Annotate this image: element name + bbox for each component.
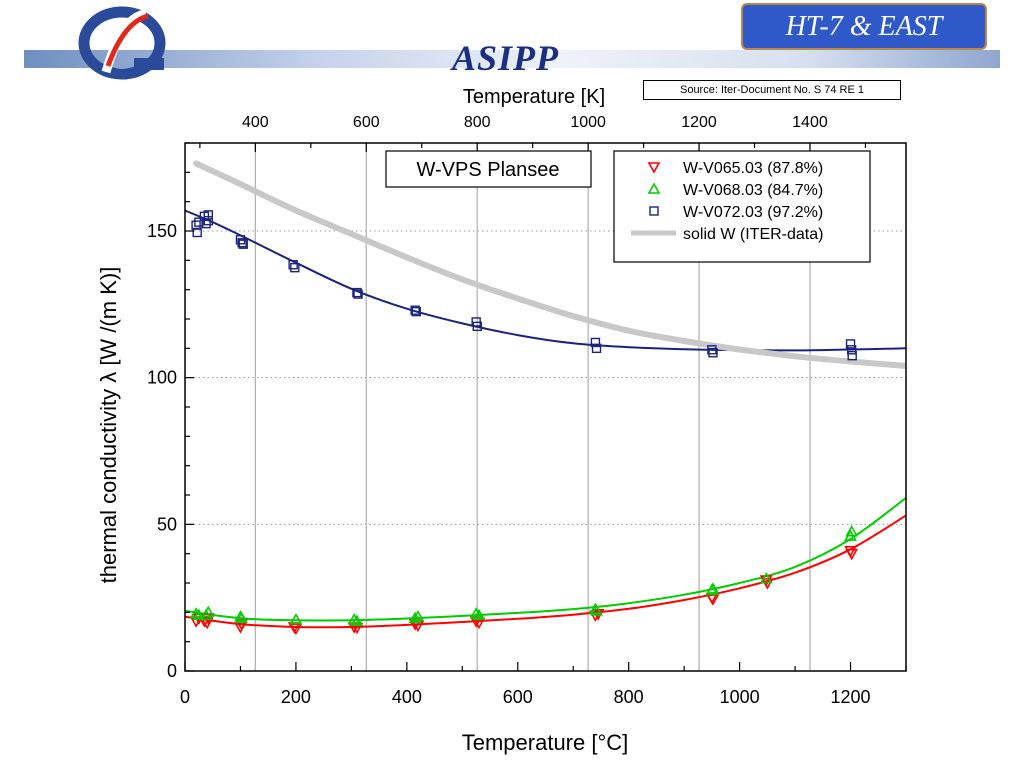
- org-title: ASIPP: [452, 38, 560, 78]
- data-point-1: [472, 608, 486, 621]
- x-axis-label: Temperature [°C]: [462, 730, 629, 755]
- source-note: Source: Iter-Document No. S 74 RE 1: [643, 80, 901, 100]
- data-point-2: [410, 305, 420, 315]
- legend-items: W-V065.03 (87.8%) W-V068.03 (84.7%) W-V072…: [631, 160, 823, 243]
- x-tick-label: 800: [614, 687, 644, 707]
- data-point-2: [194, 217, 204, 227]
- y-tick-label: 50: [157, 514, 177, 534]
- data-point-1: [347, 613, 361, 625]
- data-point-0: [706, 594, 720, 606]
- legend-label-1: W-V068.03 (84.7%): [683, 182, 823, 199]
- data-point-2: [203, 210, 213, 220]
- data-point-1: [706, 582, 720, 594]
- data-point-2: [352, 287, 362, 298]
- data-point-2: [201, 218, 211, 229]
- data-point-2: [192, 227, 202, 238]
- chart-axes: 0 200 400 600 800 1000 1200 0 50 100 150 400 600 800 1…: [147, 114, 907, 707]
- inset-label: W-VPS Plansee: [416, 159, 559, 181]
- x2-tick-label: 600: [353, 114, 380, 131]
- data-point-2: [590, 337, 601, 348]
- legend-label-2: W-V072.03 (97.2%): [683, 204, 823, 221]
- x2-tick-label: 400: [242, 114, 269, 131]
- data-point-2: [845, 339, 856, 349]
- x-tick-label: 200: [281, 687, 311, 707]
- x2-tick-label: 1000: [570, 114, 606, 131]
- data-point-0: [589, 610, 602, 622]
- data-point-1: [201, 605, 215, 618]
- asipp-logo-icon: [72, 6, 174, 80]
- data-point-2: [847, 350, 857, 361]
- header-gradient-bar: [24, 50, 1000, 68]
- x-tick-label: 0: [180, 687, 190, 707]
- x-tick-label: 600: [503, 687, 533, 707]
- data-point-2: [288, 260, 298, 270]
- data-point-2: [846, 345, 857, 355]
- legend-swatch-2: [649, 206, 659, 216]
- data-point-1: [192, 608, 206, 621]
- legend-swatch-0: [647, 162, 661, 174]
- data-point-2: [708, 348, 718, 358]
- y-axis-label: thermal conductivity λ [W /(m K)]: [96, 267, 121, 584]
- data-point-2: [411, 306, 421, 317]
- data-point-1: [411, 610, 425, 622]
- inset-label-box: [385, 150, 592, 188]
- data-point-1: [289, 613, 303, 625]
- y-tick-label: 0: [167, 661, 177, 681]
- data-point-0: [760, 578, 774, 590]
- data-point-1: [845, 525, 859, 537]
- data-point-2: [203, 216, 213, 226]
- data-point-1: [759, 571, 773, 584]
- data-point-1: [469, 607, 483, 619]
- legend-swatch-1: [647, 182, 661, 194]
- legend-label-0: W-V065.03 (87.8%): [683, 160, 823, 177]
- data-point-2: [707, 345, 717, 355]
- data-point-1: [189, 607, 203, 619]
- y-tick-label: 150: [147, 221, 177, 241]
- x-tick-label: 400: [392, 687, 422, 707]
- x2-axis-label: Temperature [K]: [463, 86, 605, 108]
- chart-markers: [189, 210, 859, 636]
- data-point-1: [408, 611, 422, 624]
- data-point-2: [353, 289, 363, 299]
- project-badge: HT-7 & EAST: [741, 3, 987, 50]
- chart-curves: [185, 160, 906, 629]
- x-tick-label: 1000: [720, 687, 760, 707]
- x2-tick-label: 1200: [681, 114, 717, 131]
- x-tick-label: 1200: [831, 687, 871, 707]
- data-point-2: [237, 238, 247, 248]
- x2-tick-label: 1400: [792, 114, 828, 131]
- data-point-2: [472, 321, 482, 332]
- data-point-2: [290, 262, 300, 273]
- data-point-1: [590, 604, 603, 616]
- series-fit-2: [185, 209, 906, 352]
- data-point-0: [845, 548, 859, 561]
- data-point-1: [235, 611, 248, 624]
- series-fit-1: [185, 497, 906, 622]
- series-line-3: [193, 160, 906, 369]
- data-point-2: [591, 343, 602, 354]
- legend-label-3: solid W (ITER-data): [683, 226, 823, 243]
- x2-tick-label: 800: [464, 114, 491, 131]
- data-point-2: [238, 239, 248, 249]
- series-fit-0: [185, 514, 906, 629]
- data-point-1: [350, 614, 364, 626]
- y-tick-label: 100: [147, 368, 177, 388]
